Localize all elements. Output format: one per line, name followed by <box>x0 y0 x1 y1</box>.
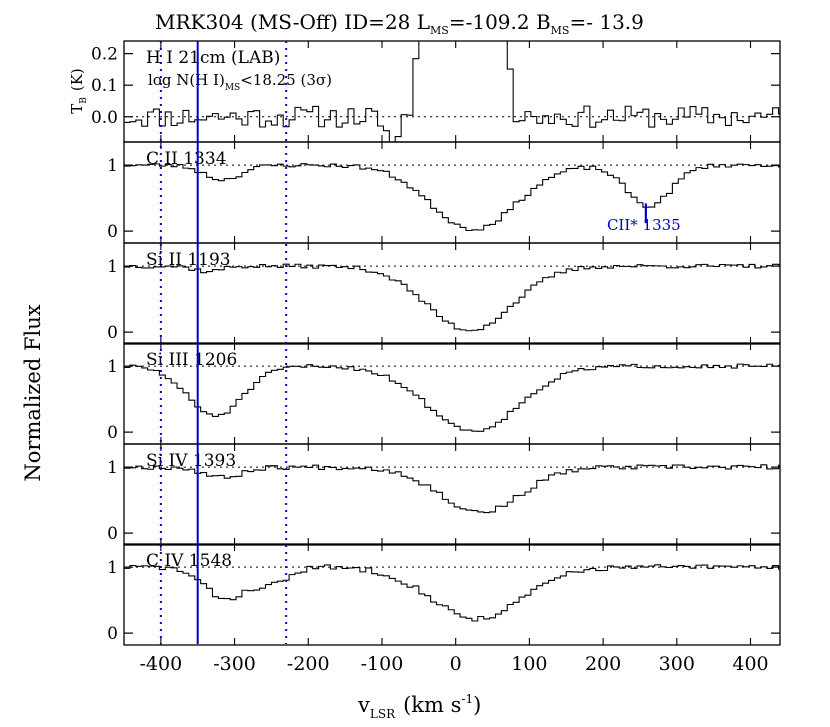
panel-si-iii-1206: 0 1 Si III 1206 <box>107 342 781 445</box>
x-axis-ticks: -400 -300 -200 -100 0 100 200 300 400 <box>140 653 769 675</box>
hi-limit-label: log N(H I)MS<18.25 (3σ) <box>148 71 332 93</box>
y-tick-label: 0 <box>107 323 118 343</box>
y-tick-label: 0 <box>107 524 118 544</box>
chart-title: MRK304 (MS-Off) ID=28 LMS=-109.2 BMS=- 1… <box>155 10 644 37</box>
panel-frame <box>123 242 781 345</box>
x-tick-label: 300 <box>659 653 695 675</box>
panel-label: Si II 1193 <box>146 250 231 270</box>
panel-stack: 0.0 0.1 0.2 H I 21cm (LAB) log N(H I)MS<18.2… <box>68 40 781 646</box>
y-tick-label: 0.2 <box>91 45 118 65</box>
panel-label: C IV 1548 <box>146 551 232 571</box>
hi-y-axis-label: TB(K) <box>68 68 89 114</box>
panel-c-iv-1548: 0 1 C IV 1548 <box>107 543 781 646</box>
y-tick-label: 1 <box>107 558 118 578</box>
panel-label: H I 21cm (LAB) <box>146 48 280 68</box>
y-tick-label: 0 <box>107 624 118 644</box>
x-label-unit: (km s <box>403 693 461 717</box>
title-sub-2: MS <box>551 24 570 37</box>
x-tick-label: -200 <box>287 653 330 675</box>
x-tick-label: 100 <box>511 653 547 675</box>
x-tick-label: -100 <box>361 653 404 675</box>
panel-si-ii-1193: 0 1 Si II 1193 <box>107 242 781 345</box>
x-label-v: v <box>357 693 370 717</box>
title-sub-1: MS <box>430 24 449 37</box>
x-axis-label: vLSR (km s-1) <box>357 692 481 721</box>
x-tick-label: -400 <box>140 653 183 675</box>
x-label-sub: LSR <box>370 707 396 721</box>
x-label-exp: -1 <box>461 692 473 706</box>
spectrum-line <box>124 263 780 332</box>
velocity-marker-lines <box>159 41 288 644</box>
panel-c-ii-1334: 0 1 C II 1334 CII* 1335 <box>107 141 781 244</box>
y-tick-label: 1 <box>107 257 118 277</box>
shared-y-label: Normalized Flux <box>21 304 45 481</box>
x-label-close: ) <box>473 693 481 717</box>
y-tick-label: 1 <box>107 458 118 478</box>
y-tick-label: 0.1 <box>91 76 118 96</box>
cii-star-label: CII* 1335 <box>607 216 681 234</box>
panel-label: C II 1334 <box>146 149 227 169</box>
panel-frame <box>123 543 781 646</box>
title-main: MRK304 (MS-Off) ID=28 L <box>155 10 430 34</box>
spectrum-line <box>124 464 780 514</box>
x-tick-label: 200 <box>585 653 621 675</box>
panel-label: Si IV 1393 <box>146 451 236 471</box>
y-tick-label: 0 <box>107 222 118 242</box>
x-tick-label: 400 <box>732 653 768 675</box>
y-tick-label: 0.0 <box>91 108 118 128</box>
panel-frame <box>123 443 781 546</box>
spectrum-line <box>124 41 780 142</box>
title-end: =- 13.9 <box>569 10 643 34</box>
spectrum-line <box>124 564 780 622</box>
x-tick-label: -300 <box>213 653 256 675</box>
x-tick-label: 0 <box>450 653 462 675</box>
spectrum-line <box>124 163 780 232</box>
title-mid: =-109.2 B <box>449 10 551 34</box>
spectrum-line <box>124 363 780 432</box>
panel-label: Si III 1206 <box>146 350 237 370</box>
y-tick-label: 0 <box>107 423 118 443</box>
y-tick-label: 1 <box>107 156 118 176</box>
y-tick-label: 1 <box>107 357 118 377</box>
panel-h-i-21cm-lab-: 0.0 0.1 0.2 H I 21cm (LAB) log N(H I)MS<18.2… <box>68 40 781 143</box>
panel-si-iv-1393: 0 1 Si IV 1393 <box>107 443 781 546</box>
